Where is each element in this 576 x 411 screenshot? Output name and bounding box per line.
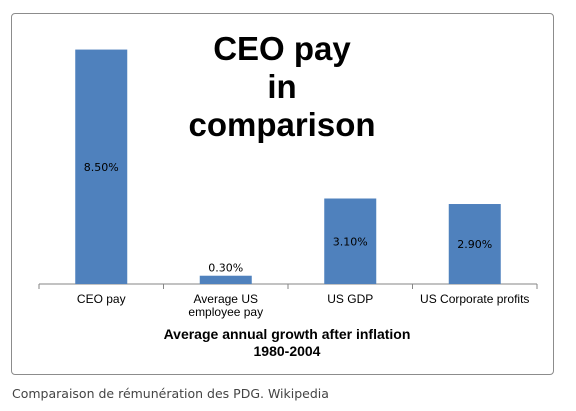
category-label-3: US GDP bbox=[327, 292, 373, 306]
bar-2 bbox=[199, 275, 252, 284]
chart-frame: CEO pay in comparison 8.50% CEO pay 0.30% A… bbox=[11, 13, 554, 375]
chart-title-line-1: CEO pay bbox=[213, 30, 351, 67]
chart-title-line-2: in comparison bbox=[188, 68, 376, 143]
chart-title: CEO pay in comparison bbox=[172, 30, 392, 144]
data-label-2: 0.30% bbox=[208, 262, 243, 275]
bar-4 bbox=[448, 204, 501, 284]
data-label-4: 2.90% bbox=[457, 238, 492, 251]
bar-1 bbox=[75, 49, 128, 284]
image-caption: Comparaison de rémunération des PDG. Wik… bbox=[12, 386, 329, 401]
bar-3 bbox=[324, 198, 377, 284]
category-label-2: Average US bbox=[194, 292, 258, 306]
x-axis-title: 1980-2004 bbox=[254, 343, 321, 359]
x-axis-title: Average annual growth after inflation bbox=[164, 326, 411, 342]
category-label-2: employee pay bbox=[188, 305, 263, 319]
category-label-1: CEO pay bbox=[77, 292, 126, 306]
data-label-1: 8.50% bbox=[84, 161, 119, 174]
category-label-4: US Corporate profits bbox=[420, 292, 529, 306]
data-label-3: 3.10% bbox=[333, 235, 368, 248]
